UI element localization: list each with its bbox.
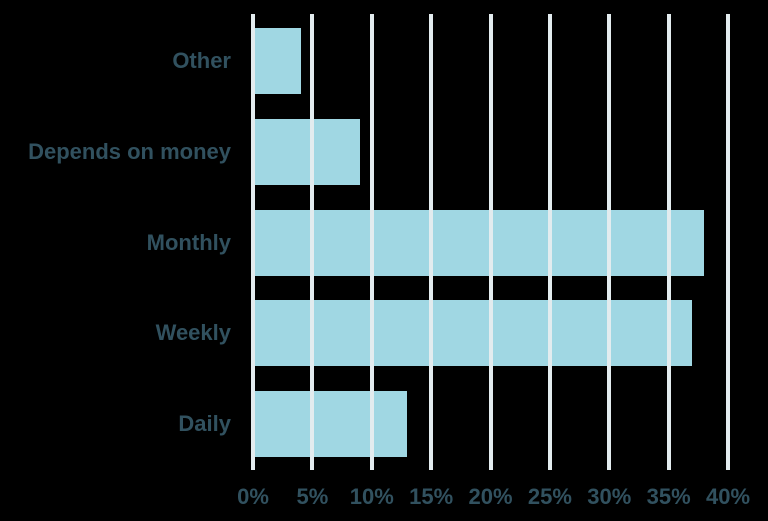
bar-depends-on-money	[253, 118, 360, 185]
category-label-monthly: Monthly	[146, 229, 231, 255]
x-tick-label: 40%	[705, 484, 751, 509]
x-tick-label: 20%	[468, 484, 513, 509]
bar-monthly	[253, 209, 705, 276]
gridline-25pct	[547, 14, 552, 470]
gridline-5pct	[310, 14, 315, 470]
gridline-15pct	[429, 14, 434, 470]
bar-daily	[253, 391, 408, 457]
category-label-other: Other	[172, 48, 231, 73]
category-label-depends-on-money: Depends on money	[28, 138, 231, 164]
gridline-30pct	[607, 14, 612, 470]
x-tick-label: 10%	[349, 484, 394, 509]
gridline-10pct	[369, 14, 374, 470]
gridline-20pct	[488, 14, 493, 470]
category-label-daily: Daily	[178, 411, 231, 436]
bar-other	[253, 28, 301, 94]
x-tick-label: 5%	[296, 484, 329, 509]
gridline-0pct	[251, 14, 255, 470]
x-tick-label: 25%	[527, 484, 572, 509]
gridline-35pct	[666, 14, 671, 470]
x-tick-label: 30%	[587, 484, 632, 509]
bar-weekly	[253, 300, 693, 367]
gridline-40pct	[726, 14, 730, 470]
category-label-weekly: Weekly	[155, 320, 231, 346]
x-tick-label: 15%	[409, 484, 454, 509]
x-tick-label: 35%	[646, 484, 691, 509]
x-tick-label: 0%	[237, 484, 269, 509]
